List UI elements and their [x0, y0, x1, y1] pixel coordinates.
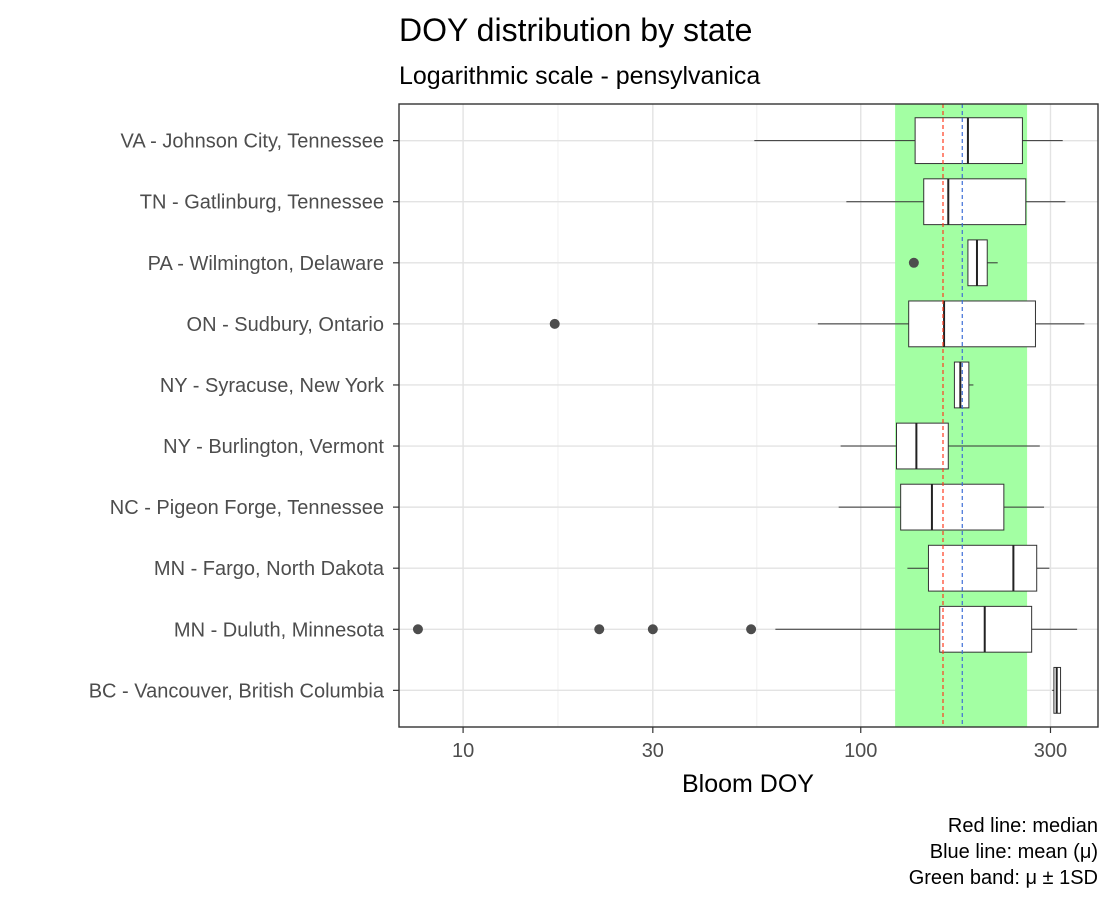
- box: [923, 178, 1027, 226]
- y-tick-label: ON - Sudbury, Ontario: [187, 314, 384, 336]
- y-tick-label: MN - Fargo, North Dakota: [154, 558, 385, 580]
- box: [896, 422, 949, 470]
- outlier-point: [647, 624, 658, 635]
- outlier-point: [746, 624, 757, 635]
- x-tick-label: 10: [452, 740, 474, 762]
- x-tick-label: 300: [1034, 740, 1067, 762]
- outlier-point: [908, 257, 919, 268]
- y-tick-label: NY - Syracuse, New York: [160, 375, 385, 397]
- box: [953, 361, 970, 409]
- chart-subtitle: Logarithmic scale - pensylvanica: [399, 62, 760, 90]
- caption-band: Green band: μ ± 1SD: [909, 867, 1098, 889]
- panel-border: [398, 103, 1099, 728]
- caption-median: Red line: median: [948, 815, 1098, 837]
- caption-mean: Blue line: mean (μ): [930, 841, 1098, 863]
- y-tick-label: VA - Johnson City, Tennessee: [121, 131, 385, 153]
- y-tick-label: NY - Burlington, Vermont: [163, 436, 384, 458]
- box: [927, 544, 1038, 592]
- y-tick-label: BC - Vancouver, British Columbia: [89, 680, 385, 702]
- y-tick-label: PA - Wilmington, Delaware: [148, 253, 384, 275]
- y-tick-label: NC - Pigeon Forge, Tennessee: [110, 497, 384, 519]
- x-tick-label: 100: [844, 740, 877, 762]
- x-tick-label: 30: [642, 740, 664, 762]
- outlier-point: [412, 624, 423, 635]
- outlier-point: [594, 624, 605, 635]
- y-tick-label: TN - Gatlinburg, Tennessee: [140, 192, 384, 214]
- plot-area: VA - Johnson City, Tennessee TN - Gatlinb…: [89, 103, 1099, 762]
- box: [908, 300, 1036, 348]
- outlier-point: [549, 318, 560, 329]
- box: [900, 483, 1005, 531]
- chart-title: DOY distribution by state: [399, 12, 752, 48]
- x-axis-title: Bloom DOY: [682, 770, 814, 798]
- y-tick-label: MN - Duluth, Minnesota: [174, 619, 385, 641]
